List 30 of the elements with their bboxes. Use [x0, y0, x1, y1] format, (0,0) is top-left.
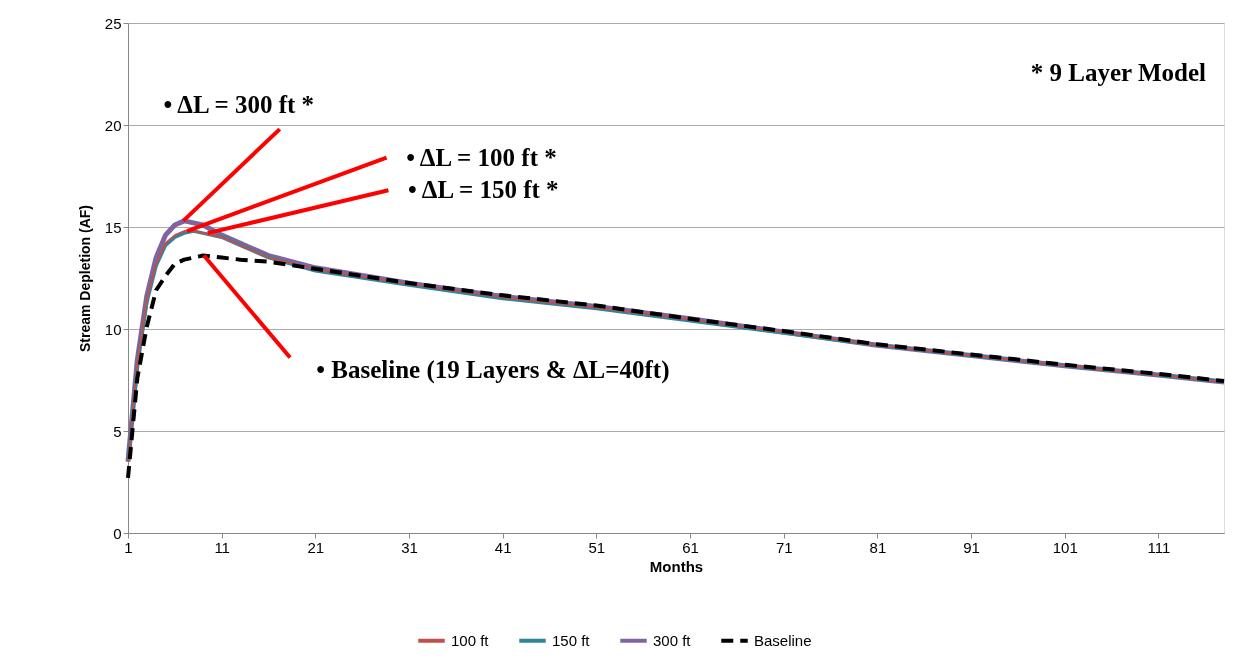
y-axis-title: Stream Depletion (AF) [76, 204, 93, 353]
y-tick-label: 15 [104, 218, 122, 236]
annotation: • Baseline (19 Layers & ΔL=40ft) [316, 355, 670, 384]
y-tick-label: 25 [104, 14, 122, 32]
x-axis-title: Months [649, 557, 704, 575]
line-series [126, 253, 1226, 480]
y-tick-label: 20 [104, 116, 122, 134]
annotation: * 9 Layer Model [1030, 59, 1207, 86]
x-tick-label: 21 [307, 538, 325, 556]
x-tick-label: 91 [963, 538, 980, 556]
x-tick-label: 111 [1147, 538, 1171, 556]
legend-label: Baseline [754, 631, 812, 649]
y-tick-label: 5 [113, 422, 122, 440]
x-tick-label: 11 [214, 538, 230, 556]
annotation: • ΔL = 100 ft * [406, 143, 557, 171]
y-tick-label: 0 [113, 524, 122, 542]
x-tick-label: 31 [401, 538, 418, 556]
x-tick-label: 41 [494, 538, 512, 556]
x-tick-label: 61 [682, 538, 699, 556]
annotation: • ΔL = 150 ft * [408, 176, 559, 204]
annotation: • ΔL = 300 ft * [163, 90, 315, 118]
legend-label: 100 ft [451, 631, 490, 649]
x-tick-label: 71 [775, 538, 793, 556]
legend-label: 150 ft [552, 631, 591, 649]
x-tick-label: 51 [588, 538, 606, 556]
x-tick-label: 101 [1052, 538, 1078, 556]
legend-label: 300 ft [653, 631, 692, 649]
y-tick-label: 10 [104, 320, 122, 338]
x-tick-label: 81 [869, 538, 887, 556]
x-tick-label: 1 [124, 538, 133, 556]
